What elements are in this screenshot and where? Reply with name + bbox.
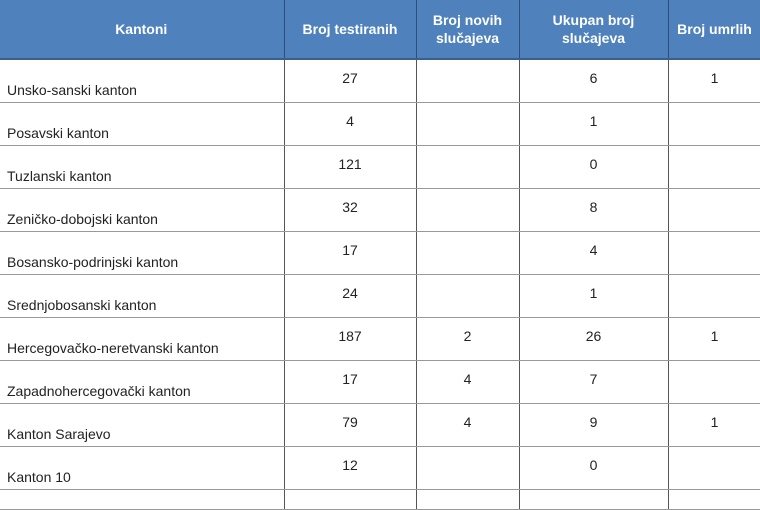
cell-empty xyxy=(284,489,417,510)
table-row: Bosansko-podrinjski kanton 17 4 xyxy=(0,231,760,275)
cell-new xyxy=(416,231,520,275)
header-new-cases: Broj novih slučajeva xyxy=(416,0,520,60)
cell-new: 4 xyxy=(416,403,520,447)
cell-tested: 27 xyxy=(284,59,417,103)
cell-total: 6 xyxy=(519,59,669,103)
cell-tested: 32 xyxy=(284,188,417,232)
cell-new xyxy=(416,446,520,490)
header-deaths: Broj umrlih xyxy=(668,0,760,60)
header-tested: Broj testiranih xyxy=(284,0,417,60)
cell-new xyxy=(416,188,520,232)
cell-total: 4 xyxy=(519,231,669,275)
cell-name: Unsko-sanski kanton xyxy=(0,59,285,103)
cell-deaths xyxy=(668,231,760,275)
header-total-cases: Ukupan broj slučajeva xyxy=(519,0,669,60)
cell-tested: 187 xyxy=(284,317,417,361)
cell-new xyxy=(416,59,520,103)
table-row: Srednjobosanski kanton 24 1 xyxy=(0,274,760,318)
cell-tested: 121 xyxy=(284,145,417,189)
table-row: Tuzlanski kanton 121 0 xyxy=(0,145,760,189)
table-row: Kanton Sarajevo 79 4 9 1 xyxy=(0,403,760,447)
cell-empty xyxy=(416,489,520,510)
cell-total: 7 xyxy=(519,360,669,404)
cell-name: Srednjobosanski kanton xyxy=(0,274,285,318)
cell-name: Hercegovačko-neretvanski kanton xyxy=(0,317,285,361)
cell-tested: 24 xyxy=(284,274,417,318)
cell-name: Kanton Sarajevo xyxy=(0,403,285,447)
cell-new xyxy=(416,145,520,189)
cell-total: 0 xyxy=(519,446,669,490)
cell-deaths: 1 xyxy=(668,59,760,103)
cell-deaths xyxy=(668,360,760,404)
cell-deaths xyxy=(668,274,760,318)
table-row: Zapadnohercegovački kanton 17 4 7 xyxy=(0,360,760,404)
cell-new xyxy=(416,274,520,318)
cell-total: 26 xyxy=(519,317,669,361)
table-row-partial xyxy=(0,489,760,510)
cell-new xyxy=(416,102,520,146)
header-cantons: Kantoni xyxy=(0,0,285,60)
cell-empty xyxy=(668,489,760,510)
cell-tested: 12 xyxy=(284,446,417,490)
cell-deaths xyxy=(668,446,760,490)
table-row: Hercegovačko-neretvanski kanton 187 2 26 1 xyxy=(0,317,760,361)
table-row: Kanton 10 12 0 xyxy=(0,446,760,490)
cell-deaths: 1 xyxy=(668,403,760,447)
cell-empty xyxy=(0,489,285,510)
header-row: Kantoni Broj testiranih Broj novih sluča… xyxy=(0,0,760,60)
cell-total: 1 xyxy=(519,102,669,146)
cell-deaths xyxy=(668,102,760,146)
cell-tested: 17 xyxy=(284,360,417,404)
cell-deaths: 1 xyxy=(668,317,760,361)
table-row: Posavski kanton 4 1 xyxy=(0,102,760,146)
cell-total: 8 xyxy=(519,188,669,232)
cell-total: 9 xyxy=(519,403,669,447)
table-row: Unsko-sanski kanton 27 6 1 xyxy=(0,59,760,103)
cell-tested: 4 xyxy=(284,102,417,146)
cell-deaths xyxy=(668,145,760,189)
cell-new: 2 xyxy=(416,317,520,361)
cell-tested: 17 xyxy=(284,231,417,275)
cell-name: Zeničko-dobojski kanton xyxy=(0,188,285,232)
cell-empty xyxy=(519,489,669,510)
cell-total: 0 xyxy=(519,145,669,189)
cell-name: Kanton 10 xyxy=(0,446,285,490)
cell-tested: 79 xyxy=(284,403,417,447)
cell-deaths xyxy=(668,188,760,232)
cell-new: 4 xyxy=(416,360,520,404)
cell-name: Posavski kanton xyxy=(0,102,285,146)
cell-total: 1 xyxy=(519,274,669,318)
table-row: Zeničko-dobojski kanton 32 8 xyxy=(0,188,760,232)
cell-name: Bosansko-podrinjski kanton xyxy=(0,231,285,275)
cell-name: Zapadnohercegovački kanton xyxy=(0,360,285,404)
cell-name: Tuzlanski kanton xyxy=(0,145,285,189)
